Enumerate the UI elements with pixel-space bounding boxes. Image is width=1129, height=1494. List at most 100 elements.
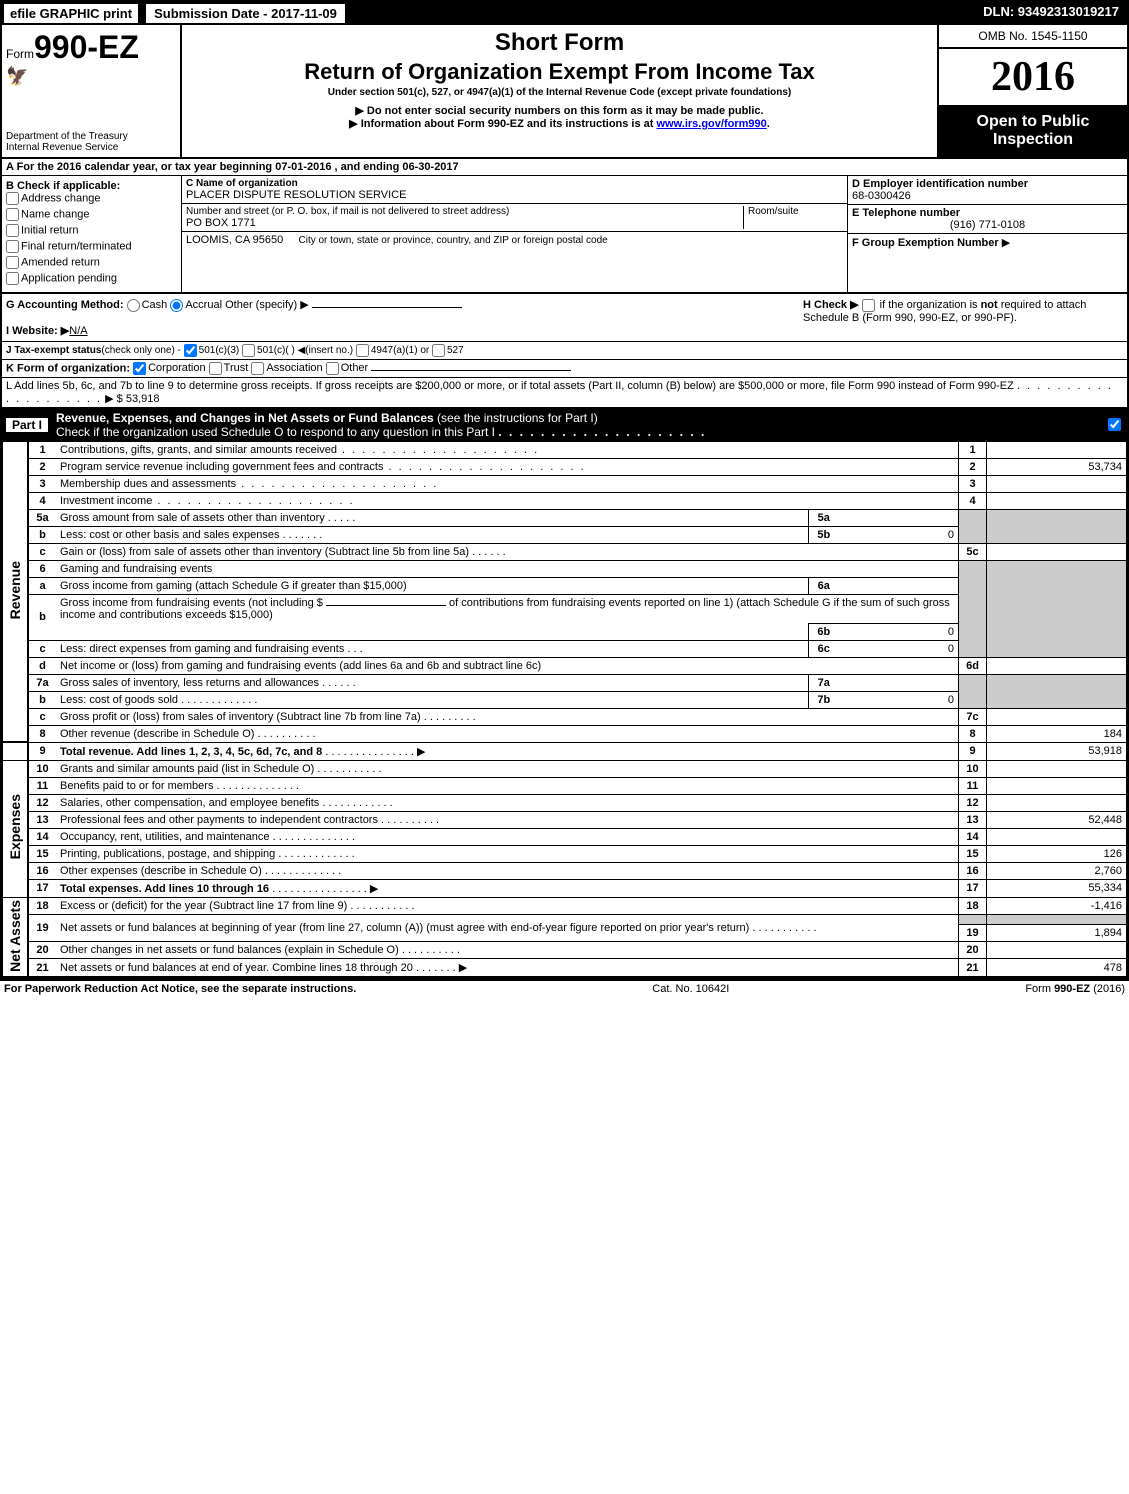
line-7c: c Gross profit or (loss) from sales of i…	[3, 708, 1127, 725]
chk-trust[interactable]: Trust	[209, 362, 249, 374]
ln4-n: 4	[28, 492, 56, 509]
chk-other[interactable]: Other	[326, 362, 369, 374]
line-6a: a Gross income from gaming (attach Sched…	[3, 577, 1127, 594]
ln5b-n: b	[28, 526, 56, 543]
chk-name-change[interactable]: Name change	[6, 208, 177, 221]
ln1-val	[987, 441, 1127, 458]
d-block: D Employer identification number 68-0300…	[848, 176, 1127, 205]
ln6c-d: Less: direct expenses from gaming and fu…	[60, 643, 344, 655]
ln3-dots	[236, 478, 438, 490]
ln6-grey-val	[987, 560, 1127, 657]
chk-application-pending[interactable]: Application pending	[6, 272, 177, 285]
chk-final-return[interactable]: Final return/terminated	[6, 240, 177, 253]
ln1-dots	[337, 444, 539, 456]
ln15-val: 126	[987, 845, 1127, 862]
chk-final-return-input[interactable]	[6, 240, 19, 253]
ln19-d: Net assets or fund balances at beginning…	[60, 922, 749, 934]
side-netassets-text: Net Assets	[7, 900, 23, 972]
b-app: Application pending	[21, 272, 117, 284]
ln3-val	[987, 475, 1127, 492]
line-11: 11 Benefits paid to or for members . . .…	[3, 777, 1127, 794]
department-label: Department of the Treasury Internal Reve…	[6, 131, 128, 153]
ln16-num: 16	[959, 862, 987, 879]
submission-date: Submission Date - 2017-11-09	[144, 2, 347, 25]
chk-trust-input[interactable]	[209, 362, 222, 375]
ln7b-d: Less: cost of goods sold	[60, 694, 178, 706]
chk-application-pending-input[interactable]	[6, 272, 19, 285]
b-name: Name change	[21, 208, 90, 220]
f-label: F Group Exemption Number	[852, 237, 999, 249]
chk-amended-return-input[interactable]	[6, 256, 19, 269]
arrow-note-2: ▶ Information about Form 990-EZ and its …	[190, 117, 929, 130]
ln5c-desc: Gain or (loss) from sale of assets other…	[56, 543, 959, 560]
line-4: 4 Investment income 4	[3, 492, 1127, 509]
chk-part1-scho[interactable]	[1108, 418, 1121, 431]
ln6c-il: 6c	[809, 640, 839, 657]
chk-h[interactable]	[862, 299, 875, 312]
j-label: J Tax-exempt status	[6, 345, 101, 356]
h-label: H Check ▶	[803, 299, 859, 311]
chk-501c3-input[interactable]	[184, 344, 197, 357]
omb-number: OMB No. 1545-1150	[939, 25, 1127, 49]
ln21-desc: Net assets or fund balances at end of ye…	[56, 959, 959, 977]
chk-other-input[interactable]	[326, 362, 339, 375]
ln7c-num: 7c	[959, 708, 987, 725]
line-8: 8 Other revenue (describe in Schedule O)…	[3, 725, 1127, 742]
c-room-label: Room/suite	[748, 206, 843, 217]
ln6b-n: b	[28, 594, 56, 640]
ln21-num: 21	[959, 959, 987, 977]
irs-link[interactable]: www.irs.gov/form990	[657, 118, 767, 130]
ln4-val	[987, 492, 1127, 509]
radio-accrual-input[interactable]	[170, 299, 183, 312]
d-label: D Employer identification number	[852, 178, 1028, 190]
chk-assoc-input[interactable]	[251, 362, 264, 375]
chk-initial-return-input[interactable]	[6, 224, 19, 237]
ln9-desc: Total revenue. Add lines 1, 2, 3, 4, 5c,…	[56, 742, 959, 760]
part1-table: Revenue 1 Contributions, gifts, grants, …	[2, 441, 1127, 978]
ln7c-d: Gross profit or (loss) from sales of inv…	[60, 711, 421, 723]
ln17-d: Total expenses. Add lines 10 through 16	[60, 883, 269, 895]
radio-cash-input[interactable]	[127, 299, 140, 312]
footer-right-form: 990-EZ	[1054, 983, 1090, 995]
line-13: 13 Professional fees and other payments …	[3, 811, 1127, 828]
chk-assoc[interactable]: Association	[251, 362, 322, 374]
chk-501c-input[interactable]	[242, 344, 255, 357]
line-3: 3 Membership dues and assessments 3	[3, 475, 1127, 492]
c-street-block: Number and street (or P. O. box, if mail…	[182, 204, 847, 232]
radio-cash[interactable]: Cash	[127, 299, 168, 311]
chk-name-change-input[interactable]	[6, 208, 19, 221]
under-section: Under section 501(c), 527, or 4947(a)(1)…	[190, 87, 929, 98]
chk-address-change-input[interactable]	[6, 192, 19, 205]
chk-corp-input[interactable]	[133, 362, 146, 375]
a-label: A For the 2016 calendar year, or tax yea…	[6, 161, 275, 173]
chk-amended-return[interactable]: Amended return	[6, 256, 177, 269]
chk-501c[interactable]: 501(c)( ) ◀(insert no.)	[242, 345, 353, 356]
ln11-num: 11	[959, 777, 987, 794]
ln10-d: Grants and similar amounts paid (list in…	[60, 763, 314, 775]
chk-4947-input[interactable]	[356, 344, 369, 357]
chk-527-input[interactable]	[432, 344, 445, 357]
radio-accrual[interactable]: Accrual	[170, 299, 222, 311]
ln5c-d: Gain or (loss) from sale of assets other…	[60, 546, 469, 558]
chk-address-change[interactable]: Address change	[6, 192, 177, 205]
ln19-val: 1,894	[987, 925, 1127, 942]
h-text1: if the organization is	[880, 299, 981, 311]
chk-527[interactable]: 527	[432, 345, 464, 356]
line-14: 14 Occupancy, rent, utilities, and maint…	[3, 828, 1127, 845]
ln6b-blank	[326, 605, 446, 606]
chk-4947[interactable]: 4947(a)(1) or	[356, 345, 429, 356]
chk-initial-return[interactable]: Initial return	[6, 224, 177, 237]
ln15-n: 15	[28, 845, 56, 862]
ln6a-iv	[839, 577, 959, 594]
line-6b: 6b 0	[3, 623, 1127, 640]
chk-501c3[interactable]: 501(c)(3)	[184, 345, 240, 356]
side-rev-end	[3, 742, 29, 760]
b-label: B Check if applicable:	[6, 180, 120, 192]
chk-corp[interactable]: Corporation	[133, 362, 205, 374]
top-bar: efile GRAPHIC print Submission Date - 20…	[2, 2, 1127, 25]
dln-label: DLN: 93492313019217	[975, 2, 1127, 25]
org-city: LOOMIS, CA 95650	[186, 234, 283, 246]
ln12-d: Salaries, other compensation, and employ…	[60, 797, 319, 809]
ln5c-val	[987, 543, 1127, 560]
e-label: E Telephone number	[852, 207, 960, 219]
